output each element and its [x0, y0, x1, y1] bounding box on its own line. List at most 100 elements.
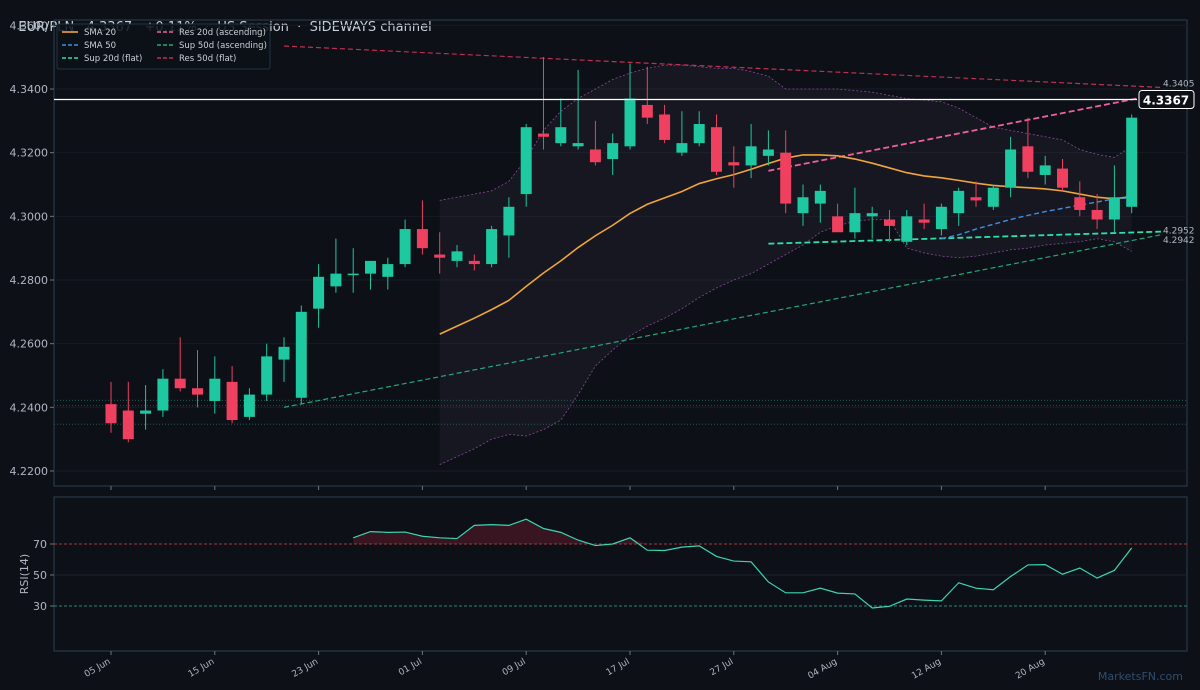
candle-body	[226, 381, 238, 421]
rsi-panel-frame	[53, 496, 1188, 652]
candle-body	[970, 197, 982, 201]
candle-body	[295, 311, 307, 398]
candle-body	[416, 229, 428, 249]
x-tick-label: 01 Jul	[397, 657, 424, 678]
rsi-tick-label: 30	[33, 600, 47, 613]
sma50-line	[941, 197, 1132, 240]
candle-body	[987, 187, 999, 207]
candle-body	[486, 229, 498, 265]
regime-label: SIDEWAYS channel	[309, 20, 432, 35]
legend-sma50-label: SMA 50	[84, 41, 116, 51]
candle-body	[1022, 146, 1034, 172]
candle-body	[365, 260, 376, 274]
y-tick-label: 4.2600	[10, 338, 49, 351]
res-50d-label: 4.3405	[1163, 79, 1195, 89]
candle-body	[1074, 197, 1086, 210]
legend-res50-label: Res 50d (flat)	[179, 54, 236, 64]
candle-body	[572, 143, 584, 147]
x-tick-label: 23 Jun	[291, 657, 321, 680]
candle-body	[122, 410, 134, 440]
y-tick-label: 4.3400	[10, 83, 49, 96]
legend-box	[56, 23, 271, 70]
rsi-axis-label: RSI(14)	[18, 554, 31, 594]
last-price-tag	[1138, 90, 1195, 110]
candle-body	[503, 206, 515, 236]
candle-body	[192, 388, 203, 395]
legend: SMA 20 SMA 50 Sup 20d (flat) Res 20d (ascen…	[56, 23, 271, 70]
candle-body	[382, 264, 394, 277]
candle-body	[676, 143, 688, 153]
x-tick-label: 17 Jul	[605, 657, 632, 678]
legend-res20-label: Res 20d (ascending)	[179, 28, 266, 38]
candle-body	[762, 149, 774, 156]
candle-body	[832, 216, 844, 233]
x-tick-label: 05 Jun	[83, 657, 113, 680]
candle-body	[797, 197, 809, 214]
candle-body	[347, 273, 359, 276]
x-tick-label: 27 Jul	[709, 657, 736, 678]
rsi-panel: 05 Jun 15 Jun 23 Jun 01 Jul 09 Jul 17 Jul 27 J…	[18, 496, 1188, 682]
bollinger-lower	[439, 219, 1132, 465]
y-tick-label: 4.3200	[10, 147, 49, 160]
candle-body	[538, 133, 549, 137]
candle-body	[641, 104, 653, 118]
x-tick-label: 09 Jul	[501, 657, 528, 678]
y-tick-label: 4.2400	[10, 401, 49, 414]
candle-body	[1126, 117, 1138, 207]
candle-body	[589, 149, 601, 163]
y-tick-label: 4.3000	[10, 210, 49, 223]
candle-body	[1039, 165, 1051, 175]
title-separator: ·	[297, 20, 302, 35]
candle-body	[140, 410, 152, 414]
legend-sma20-label: SMA 20	[84, 28, 116, 38]
bollinger-upper	[439, 64, 1132, 201]
candle-body	[745, 146, 757, 166]
candle-body	[1091, 209, 1103, 220]
candle-body	[399, 229, 411, 265]
candle-body	[693, 124, 705, 144]
candle-body	[624, 98, 636, 147]
candle-body	[105, 404, 117, 424]
rsi-line	[352, 518, 1133, 609]
candle-body	[780, 152, 792, 204]
rsi-overbought-fill	[353, 519, 1132, 544]
candle-body	[1057, 168, 1068, 188]
res-50d-line	[283, 45, 1162, 89]
candle-body	[468, 260, 480, 265]
res-20d-line	[768, 92, 1162, 172]
x-tick-label: 12 Aug	[910, 657, 943, 682]
candle-body	[330, 273, 342, 287]
legend-sup20-label: Sup 20d (flat)	[84, 54, 142, 64]
candle-body	[607, 143, 619, 160]
rsi-tick-label: 70	[33, 538, 47, 551]
candle-body	[814, 190, 826, 204]
y-tick-label: 4.2800	[10, 274, 49, 287]
candle-body	[555, 127, 567, 144]
candle-body	[313, 276, 325, 309]
candle-body	[157, 378, 169, 411]
candle-body	[434, 254, 446, 258]
candle-body	[728, 162, 740, 166]
candle-body	[711, 127, 722, 172]
candle-body	[278, 346, 290, 360]
candle-body	[261, 356, 273, 395]
candle-body	[520, 127, 532, 195]
candle-body	[884, 219, 895, 226]
candle-body	[901, 216, 913, 242]
candle-body	[1005, 149, 1017, 188]
watermark: MarketsFN.com	[1098, 670, 1183, 683]
x-tick-label: 04 Aug	[806, 657, 839, 682]
y-tick-label: 4.2200	[10, 465, 49, 478]
x-tick-label: 15 Jun	[187, 657, 217, 680]
candle-body	[953, 190, 965, 214]
sup-50d-line	[283, 234, 1162, 408]
sup-50d-label: 4.2942	[1163, 236, 1195, 246]
candle-body	[243, 394, 255, 417]
last-price-tag-label: 4.3367	[1143, 94, 1189, 108]
rsi-tick-label: 50	[33, 569, 47, 582]
candle-body	[174, 378, 186, 389]
candle-body	[209, 378, 221, 401]
sup-20d-line	[768, 230, 1162, 245]
y-tick-label: 4.3600	[10, 19, 49, 32]
